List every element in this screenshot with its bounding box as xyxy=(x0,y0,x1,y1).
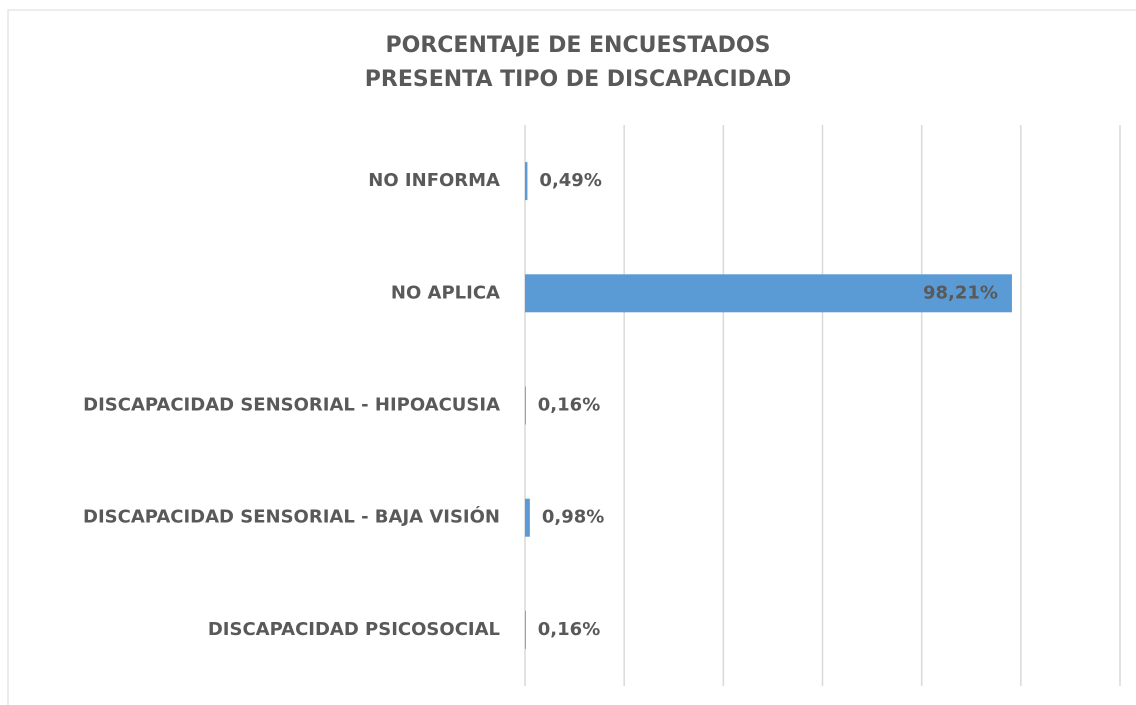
data-label: 0,49% xyxy=(539,170,601,191)
data-label: 0,16% xyxy=(538,619,600,640)
y-tick-label: NO APLICA xyxy=(391,282,500,303)
data-label: 0,16% xyxy=(538,395,600,416)
bar xyxy=(525,162,528,201)
chart-frame xyxy=(7,9,1136,705)
chart-title: PRESENTA TIPO DE DISCAPACIDAD xyxy=(365,67,791,92)
bar xyxy=(525,610,526,649)
y-tick-label: DISCAPACIDAD SENSORIAL - HIPOACUSIA xyxy=(83,395,500,416)
bar xyxy=(525,386,526,425)
data-label: 0,98% xyxy=(542,507,604,528)
chart-title: PORCENTAJE DE ENCUESTADOS xyxy=(386,33,771,58)
y-tick-label: DISCAPACIDAD PSICOSOCIAL xyxy=(208,619,500,640)
y-tick-label: NO INFORMA xyxy=(368,170,500,191)
y-tick-label: DISCAPACIDAD SENSORIAL - BAJA VISIÓN xyxy=(83,506,500,528)
data-label: 98,21% xyxy=(923,282,998,303)
bar xyxy=(525,274,1012,313)
bar xyxy=(525,498,530,537)
